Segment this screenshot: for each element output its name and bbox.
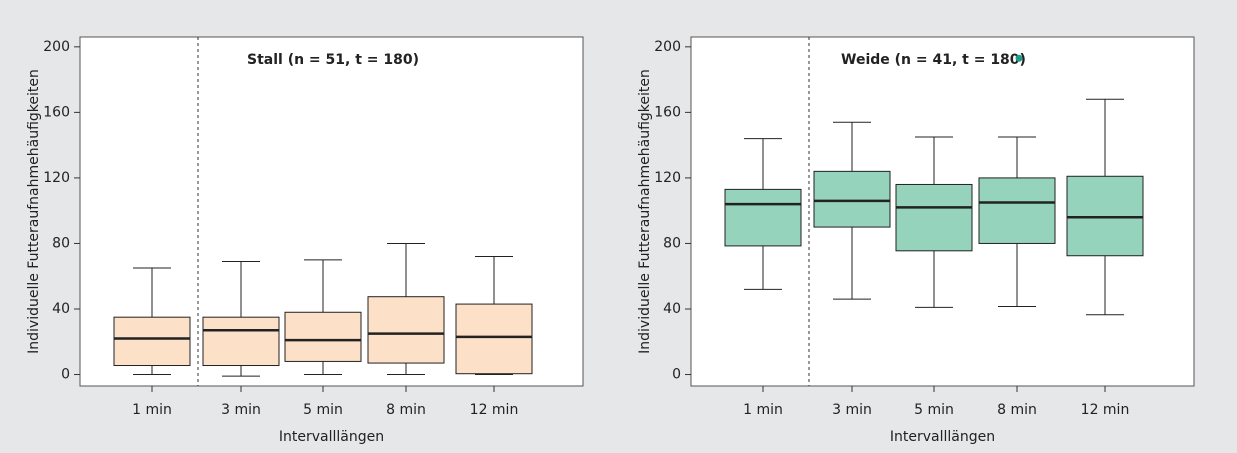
y-tick-label: 40 (52, 301, 70, 317)
y-tick-label: 80 (663, 235, 681, 251)
y-tick-label: 160 (654, 104, 681, 120)
y-axis-label: Individuelle Futteraufnahmehäufigkeiten (26, 69, 42, 354)
y-tick-label: 160 (43, 104, 70, 120)
box (113, 316, 191, 367)
x-tick-label: 5 min (914, 402, 954, 418)
x-tick-label: 12 min (1081, 402, 1130, 418)
x-tick-label: 5 min (303, 402, 343, 418)
box (455, 303, 533, 375)
y-tick-label: 200 (654, 39, 681, 55)
outlier (1015, 54, 1023, 62)
box (978, 177, 1056, 244)
x-tick-label: 3 min (221, 402, 261, 418)
x-tick-label: 3 min (832, 402, 872, 418)
box (202, 316, 280, 367)
x-tick-label: 8 min (386, 402, 426, 418)
annotation: Weide (n = 41, t = 180) (841, 52, 1026, 68)
x-axis-label: Intervalllängen (890, 429, 995, 445)
y-tick-label: 200 (43, 39, 70, 55)
y-tick-label: 120 (654, 170, 681, 186)
y-tick-label: 0 (61, 367, 70, 383)
y-axis-label: Individuelle Futteraufnahmehäufigkeiten (637, 69, 653, 354)
y-tick-label: 120 (43, 170, 70, 186)
box (813, 170, 891, 228)
box (724, 188, 802, 247)
x-tick-label: 12 min (470, 402, 519, 418)
box (367, 296, 445, 364)
x-tick-label: 8 min (997, 402, 1037, 418)
annotation: Stall (n = 51, t = 180) (247, 52, 419, 68)
y-tick-label: 40 (663, 301, 681, 317)
x-axis-label: Intervalllängen (279, 429, 384, 445)
x-tick-label: 1 min (132, 402, 172, 418)
x-tick-label: 1 min (743, 402, 783, 418)
y-tick-label: 0 (672, 367, 681, 383)
box (895, 183, 973, 252)
box (284, 311, 362, 362)
y-tick-label: 80 (52, 235, 70, 251)
